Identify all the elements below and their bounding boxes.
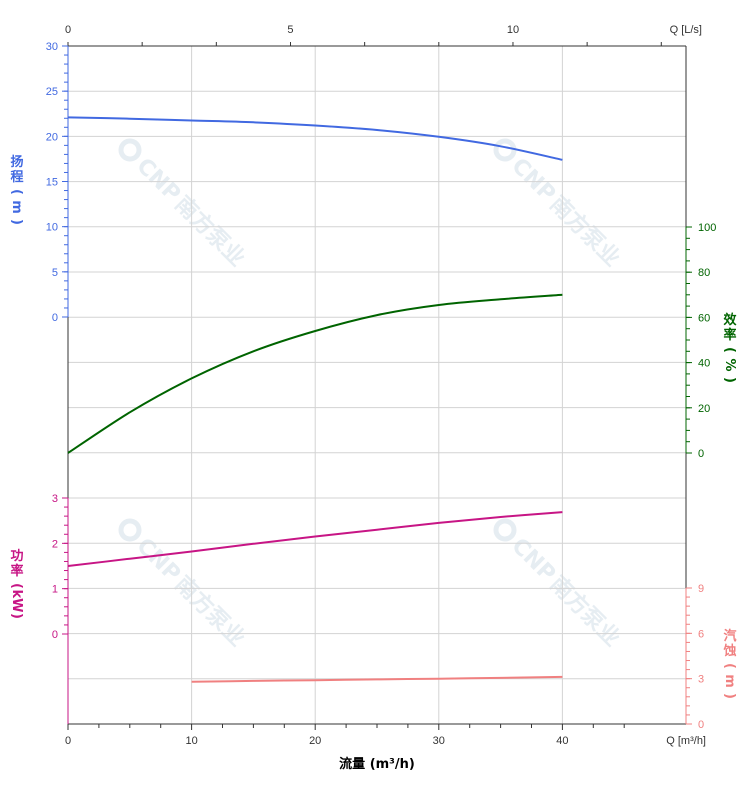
head-series-line bbox=[67, 116, 563, 161]
npsh-axis-title-char: m bbox=[722, 674, 737, 688]
power-tick-label: 2 bbox=[52, 538, 58, 550]
efficiency-axis-title-char: ( bbox=[722, 347, 737, 353]
efficiency-axis-title-char: 率 bbox=[723, 327, 736, 343]
power-axis-title-char: 功 bbox=[10, 549, 23, 564]
power-tick-label: 1 bbox=[52, 584, 58, 596]
power-series-line bbox=[67, 511, 563, 567]
x-axis-title: 流量 (m³/h) bbox=[339, 756, 415, 772]
head-tick-label: 10 bbox=[46, 222, 58, 234]
head-tick-label: 20 bbox=[46, 131, 58, 143]
watermark-layer: CNP 南方泵业 CNP 南方泵业 CNP 南方泵业 CNP 南方泵业 bbox=[114, 135, 626, 652]
watermark-company: 南方泵业 bbox=[170, 191, 251, 272]
watermark-text: CNP bbox=[131, 534, 185, 588]
npsh-tick-label: 0 bbox=[698, 719, 704, 731]
head-axis-title-char: ( bbox=[9, 189, 24, 195]
npsh-tick-label: 3 bbox=[698, 674, 704, 686]
head-tick-label: 15 bbox=[46, 177, 58, 189]
top-tick-label: 5 bbox=[287, 24, 293, 36]
npsh-axis-title-char: 汽 bbox=[723, 628, 736, 644]
npsh-axis-title-char: 蚀 bbox=[722, 643, 736, 659]
power-axis-title-char: 率 bbox=[10, 563, 23, 579]
npsh-axis-title-char: ( bbox=[722, 663, 737, 669]
x-unit-label: Q [m³/h] bbox=[666, 735, 706, 747]
efficiency-axis-title-char: % bbox=[722, 358, 737, 371]
power-axis-title-char: ( bbox=[9, 583, 24, 589]
x-tick-label: 20 bbox=[309, 735, 321, 747]
x-tick-label: 30 bbox=[433, 735, 445, 747]
top-tick-label: 0 bbox=[65, 24, 71, 36]
npsh-axis-title-char: ) bbox=[722, 693, 737, 699]
power-axis-title-char: kW bbox=[9, 590, 24, 613]
npsh-tick-label: 9 bbox=[698, 583, 704, 595]
efficiency-series-line bbox=[67, 293, 563, 454]
x-tick-label: 10 bbox=[185, 735, 197, 747]
watermark-company: 南方泵业 bbox=[170, 571, 251, 652]
power-axis-title-char: ) bbox=[9, 613, 24, 619]
grid bbox=[68, 45, 686, 725]
head-tick-label: 5 bbox=[52, 267, 58, 279]
efficiency-tick-label: 100 bbox=[698, 222, 716, 234]
efficiency-tick-label: 40 bbox=[698, 358, 710, 370]
power-tick-label: 0 bbox=[52, 629, 58, 641]
efficiency-tick-label: 80 bbox=[698, 267, 710, 279]
x-tick-label: 40 bbox=[556, 735, 568, 747]
efficiency-tick-label: 0 bbox=[698, 448, 704, 460]
axis-ticks: 0 10 20 30 40 Q [m³/h]0 5 10 Q [L/s]051015202530… bbox=[46, 24, 717, 747]
power-tick-label: 3 bbox=[52, 493, 58, 505]
watermark-logo: CNP 南方泵业 bbox=[114, 135, 251, 272]
npsh-tick-label: 6 bbox=[698, 628, 704, 640]
series-layer bbox=[67, 116, 563, 683]
head-axis-title-char: ) bbox=[9, 219, 24, 225]
efficiency-axis-title-char: 效 bbox=[723, 312, 737, 328]
head-tick-label: 0 bbox=[52, 312, 58, 324]
head-tick-label: 30 bbox=[46, 41, 58, 53]
efficiency-axis-title-char: ) bbox=[722, 377, 737, 383]
head-axis-title-char: m bbox=[9, 200, 24, 214]
npsh-series-line bbox=[191, 675, 563, 683]
watermark-company: 南方泵业 bbox=[545, 191, 626, 272]
efficiency-tick-label: 60 bbox=[698, 312, 710, 324]
watermark-logo: CNP 南方泵业 bbox=[489, 515, 626, 652]
head-tick-label: 25 bbox=[46, 86, 58, 98]
efficiency-tick-label: 20 bbox=[698, 403, 710, 415]
watermark-logo: CNP 南方泵业 bbox=[489, 135, 626, 272]
watermark-text: CNP bbox=[506, 534, 560, 588]
top-unit-label: Q [L/s] bbox=[670, 24, 702, 36]
head-axis-title-char: 扬 bbox=[10, 154, 23, 170]
head-axis-title-char: 程 bbox=[10, 170, 23, 185]
top-tick-label: 10 bbox=[507, 24, 519, 36]
axis-labels: 流量 (m³/h)扬程(m)功率(kW)效率(%)汽蚀(m) bbox=[9, 154, 737, 772]
watermark-text: CNP bbox=[506, 154, 560, 208]
watermark-text: CNP bbox=[131, 154, 185, 208]
x-tick-label: 0 bbox=[65, 735, 71, 747]
watermark-company: 南方泵业 bbox=[545, 571, 626, 652]
watermark-logo: CNP 南方泵业 bbox=[114, 515, 251, 652]
